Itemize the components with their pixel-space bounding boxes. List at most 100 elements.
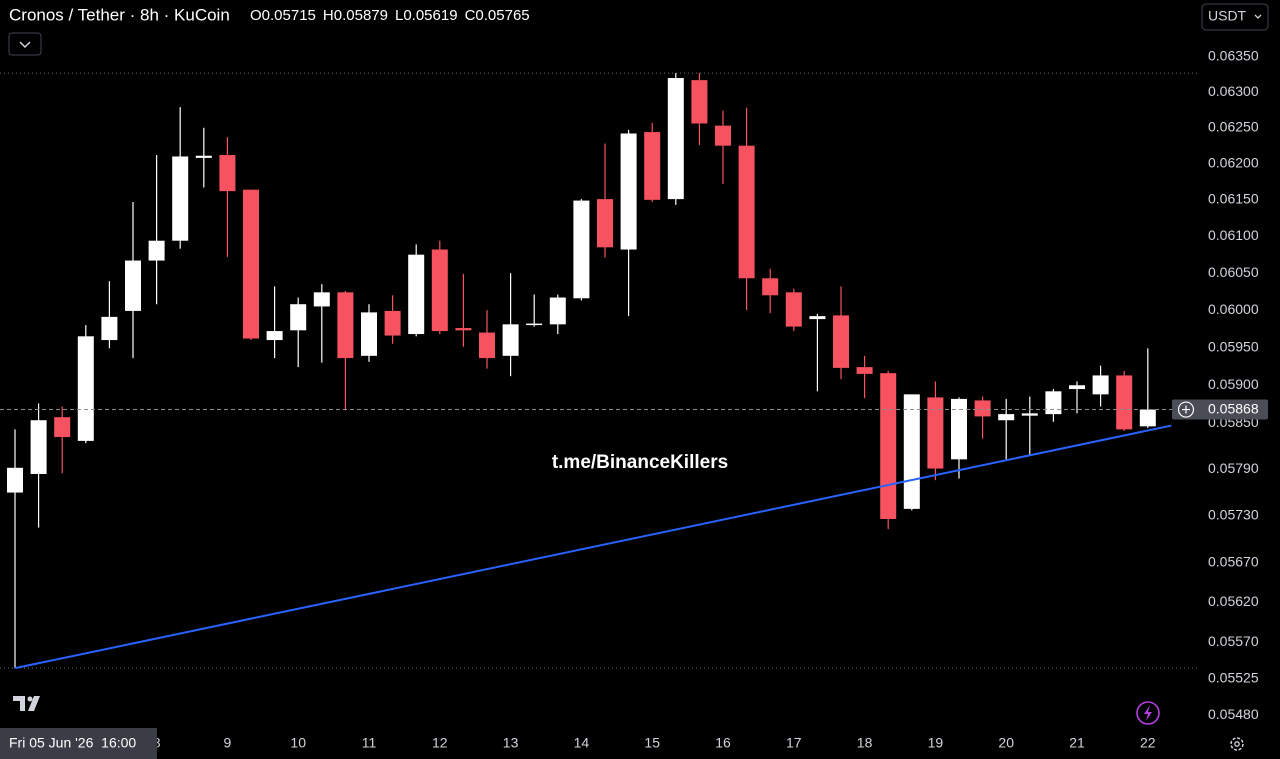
x-tick-label: 11 [362, 735, 377, 751]
lightning [1144, 705, 1152, 721]
candle-body [597, 199, 613, 248]
candle-body [927, 397, 944, 469]
candle-body [384, 310, 401, 336]
y-tick-label: 0.06150 [1208, 191, 1259, 207]
y-tick-label: 0.06350 [1208, 48, 1259, 64]
candle-body [172, 156, 189, 241]
gear[interactable] [1230, 737, 1244, 751]
candle-body [762, 278, 779, 296]
y-tick-label: 0.05900 [1208, 376, 1259, 392]
candle-body [1116, 375, 1133, 430]
collapse-button-box[interactable] [8, 32, 42, 56]
candle-body [337, 292, 354, 359]
ohlc-value: 0.05715 [262, 7, 316, 24]
x-tick-label: 10 [290, 735, 306, 751]
ohlc-key: L [395, 7, 403, 24]
candle-body [573, 200, 590, 299]
settings-button[interactable] [1230, 737, 1244, 751]
candle-body [998, 414, 1015, 421]
candle-body [7, 467, 23, 493]
y-tick-label: 0.05670 [1208, 554, 1259, 570]
tradingview-logo [13, 696, 40, 711]
candle-body [361, 312, 377, 356]
candle-body [148, 240, 165, 261]
candle-body [502, 324, 519, 356]
candle-body [620, 133, 637, 250]
ohlc-value: 0.05765 [475, 7, 529, 24]
y-tick-label: 0.05525 [1208, 669, 1259, 685]
y-tick-label: 0.06100 [1208, 227, 1259, 243]
candle-body [195, 155, 212, 158]
candle-body [101, 316, 118, 341]
candle-body [644, 132, 661, 200]
candle-body [809, 316, 826, 320]
candle-body [715, 125, 731, 146]
y-tick-label: 0.06300 [1208, 83, 1259, 99]
add-button [1177, 401, 1195, 418]
logo-part [27, 696, 33, 702]
currency-box[interactable] [1201, 3, 1269, 31]
y-tick-label: 0.05480 [1208, 706, 1259, 722]
y-tick-label: 0.05790 [1208, 460, 1259, 476]
gear-center [1234, 741, 1240, 747]
ohlc-legend: O 0.05715 H 0.05879 L 0.05619 C 0.05765 [250, 7, 530, 24]
candle-body [313, 292, 330, 307]
collapse-button[interactable] [8, 32, 42, 56]
candle-body [1021, 413, 1038, 416]
candle-body [77, 336, 94, 441]
y-tick-label: 0.05570 [1208, 633, 1259, 649]
candle-body [1069, 385, 1085, 390]
x-tick-label: 14 [574, 735, 590, 751]
candle-body [125, 260, 141, 311]
y-tick-label: 0.06250 [1208, 118, 1259, 134]
last-price-tag [1172, 399, 1268, 420]
ohlc-value: 0.05619 [403, 7, 457, 24]
alert-button[interactable] [1136, 701, 1160, 725]
candle-body [1045, 391, 1062, 415]
watermark: t.me/BinanceKillers [552, 452, 728, 473]
candle-body [738, 145, 755, 279]
candle-body [408, 254, 425, 335]
ohlc-key: H [323, 7, 334, 24]
last-price-label: 0.05868 [1208, 400, 1259, 416]
candle-body [833, 315, 849, 368]
ohlc-key: C [465, 7, 476, 24]
ohlc-value: 0.05879 [334, 7, 388, 24]
x-tick-label: 22 [1140, 735, 1156, 751]
x-tick-label: 16 [715, 735, 731, 751]
x-tick-label: 13 [503, 735, 519, 751]
candle-body [455, 328, 472, 331]
y-tick-label: 0.05620 [1208, 593, 1259, 609]
y-tick-label: 0.05730 [1208, 507, 1259, 523]
overlay: Cronos / Tether · 8h · KuCoin O 0.05715 H 0… [0, 3, 1269, 759]
logo-part [13, 696, 25, 711]
candle-body [30, 420, 47, 474]
candle-body [266, 331, 283, 341]
x-tick-label: 21 [1069, 735, 1085, 751]
chart-title: Cronos / Tether · 8h · KuCoin [9, 5, 230, 24]
candle-body [479, 332, 495, 359]
crosshair-time-box [0, 728, 157, 759]
candle-body [951, 398, 967, 460]
candle-body [856, 367, 873, 374]
x-tick-label: 19 [928, 735, 944, 751]
candle-body [290, 304, 307, 331]
candle-body [667, 78, 684, 200]
candle-body [243, 189, 259, 339]
logo-part [28, 696, 40, 711]
alert-circle[interactable] [1136, 701, 1160, 725]
plot-area: 0.06350 0.06300 0.06250 0.06200 0.06150 0.061… [0, 48, 1259, 751]
candle-body [1139, 409, 1156, 427]
y-tick-label: 0.06000 [1208, 301, 1259, 317]
currency-label: USDT [1208, 8, 1247, 24]
ohlc-key: O [250, 7, 262, 24]
candle-body [219, 155, 236, 192]
crosshair-time: Fri 05 Jun '26 16:00 [9, 735, 136, 751]
candle-body [974, 400, 991, 417]
chevron [19, 41, 31, 49]
currency-selector[interactable]: USDT [1201, 3, 1269, 31]
plus [1182, 405, 1190, 414]
